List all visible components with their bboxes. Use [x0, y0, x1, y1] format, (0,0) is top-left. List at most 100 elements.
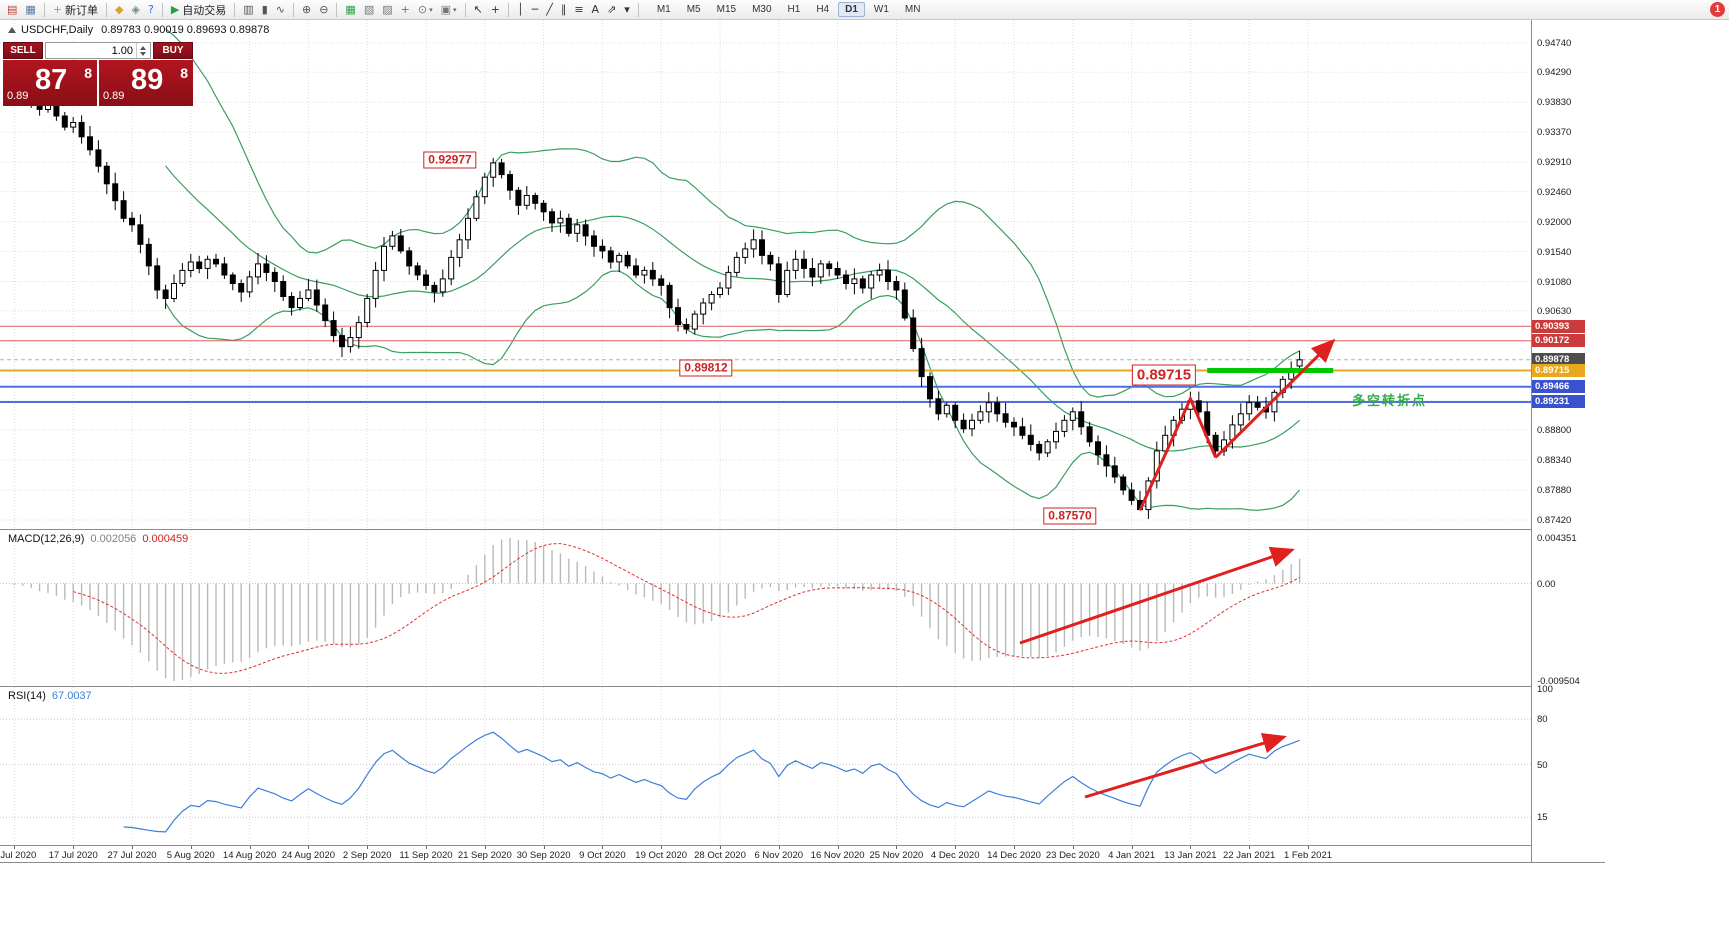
- volume-field[interactable]: 1.00: [45, 42, 151, 59]
- volume-down-icon[interactable]: [140, 51, 146, 56]
- price-tick-label: 0.90630: [1537, 305, 1572, 317]
- trend-note-text[interactable]: 多空转折点: [1352, 393, 1428, 408]
- new-chart-button[interactable]: ▤: [4, 1, 20, 18]
- crosshair-icon: +: [490, 3, 500, 16]
- tile-windows-button[interactable]: ▦: [342, 1, 358, 18]
- help-icon: ?: [147, 3, 154, 16]
- horizontal-line-tool-button[interactable]: ─: [529, 1, 542, 18]
- trendline-tool-button[interactable]: ╱: [543, 1, 556, 18]
- time-tick-mark: [543, 846, 545, 849]
- autotrading-icon: ▶: [170, 3, 180, 16]
- indicators-list-button[interactable]: +: [398, 1, 413, 18]
- cascade-windows-button[interactable]: ▧: [361, 1, 377, 18]
- panel-separator[interactable]: [0, 529, 1605, 530]
- panel-separator[interactable]: [0, 686, 1605, 687]
- equidistant-channel-tool-button[interactable]: ∥: [558, 1, 570, 18]
- macd-trend-arrow[interactable]: [1019, 546, 1295, 645]
- autotrading-button[interactable]: ▶ 自动交易: [168, 1, 229, 18]
- timeframe-m1-button[interactable]: M1: [656, 4, 671, 15]
- notification-badge[interactable]: 1: [1710, 2, 1725, 17]
- price-tick-label: 0.87420: [1537, 515, 1572, 526]
- toolbar-separator: [292, 2, 294, 17]
- market-watch-icon: ◆: [115, 3, 124, 16]
- market-watch-button[interactable]: ◆: [112, 1, 126, 18]
- time-tick-label: 14 Aug 2020: [222, 850, 277, 861]
- price-label-box[interactable]: 0.89715: [1131, 364, 1197, 386]
- price-tag: 0.89878: [1532, 353, 1585, 367]
- trend-arrow[interactable]: [1138, 395, 1217, 511]
- price-tick-label: 0.00: [1537, 578, 1556, 590]
- candlestick-mode-button[interactable]: ▮: [259, 1, 271, 18]
- volume-stepper[interactable]: [136, 43, 149, 58]
- trend-arrow[interactable]: [1214, 338, 1336, 459]
- time-tick-label: 6 Nov 2020: [754, 850, 804, 861]
- zoom-out-button[interactable]: ⊖: [316, 1, 331, 18]
- timeframe-h1-button[interactable]: H1: [787, 4, 801, 15]
- time-tick-mark: [308, 846, 310, 849]
- auto-arrange-button[interactable]: ▨: [379, 1, 395, 18]
- templates-button[interactable]: ▣ ▾: [438, 1, 460, 18]
- timeframe-w1-button[interactable]: W1: [873, 4, 889, 15]
- time-tick-label: 24 Aug 2020: [281, 850, 336, 861]
- equidistant-channel-tool-icon: ∥: [560, 3, 567, 16]
- help-button[interactable]: ?: [145, 1, 157, 18]
- volume-value[interactable]: 1.00: [111, 44, 133, 57]
- time-axis[interactable]: 7 Jul 2020 17 Jul 2020 27 Jul 2020 5 Aug 20…: [0, 846, 1531, 862]
- price-tick-label: 0.92460: [1537, 186, 1572, 198]
- chart-ohlc-values: 0.89783 0.90019 0.89693 0.89878: [101, 24, 270, 36]
- main-chart[interactable]: [0, 20, 1531, 529]
- timeframe-d1-button[interactable]: D1: [838, 2, 865, 17]
- macd-signal-line: [73, 543, 1300, 674]
- more-drawing-tools-button[interactable]: ▾: [621, 1, 633, 18]
- vertical-line-tool-icon: │: [516, 3, 524, 16]
- tile-windows-icon: ▦: [345, 3, 356, 16]
- arrows-tool-button[interactable]: ⇗: [604, 1, 619, 18]
- macd-indicator-label: MACD(12,26,9) 0.002056 0.000459: [8, 533, 188, 545]
- price-label-box[interactable]: 0.89812: [679, 359, 733, 377]
- timeframe-m15-button[interactable]: M15: [716, 4, 737, 15]
- sell-price-sup: 8: [84, 65, 92, 81]
- zoom-in-button[interactable]: ⊕: [299, 1, 314, 18]
- new-order-button[interactable]: + 新订单: [50, 1, 101, 18]
- timeframe-m5-button[interactable]: M5: [686, 4, 701, 15]
- price-tag: 0.90172: [1532, 334, 1585, 348]
- macd-main-value: 0.002056: [90, 533, 137, 545]
- toolbar-separator: [637, 2, 639, 17]
- price-label-box[interactable]: 0.92977: [423, 151, 477, 169]
- strategy-tester-button[interactable]: ◈: [129, 1, 143, 18]
- price-axis[interactable]: 0.94740 0.94290 0.93830 0.93370 0.92910 0.924…: [1532, 20, 1607, 862]
- window-layout-button[interactable]: ▦: [22, 1, 38, 18]
- buy-price-button[interactable]: 0.89 89 8: [99, 60, 193, 106]
- macd-panel[interactable]: [0, 530, 1531, 685]
- bollinger-band: [165, 270, 1301, 511]
- timeframe-h4-button[interactable]: H4: [816, 4, 830, 15]
- periods-button[interactable]: ⊙ ▾: [415, 1, 436, 18]
- text-tool-button[interactable]: A: [589, 1, 603, 18]
- bar-chart-mode-button[interactable]: ▥: [240, 1, 256, 18]
- sell-price-prefix: 0.89: [7, 90, 29, 102]
- sell-button[interactable]: SELL: [3, 42, 43, 59]
- buy-button[interactable]: BUY: [153, 42, 193, 59]
- timeframe-group: M1 M5 M15 M30 H1 H4 D1 W1 MN: [649, 2, 929, 17]
- time-tick-label: 7 Jul 2020: [0, 850, 37, 861]
- rsi-trend-arrow[interactable]: [1084, 733, 1287, 799]
- new-chart-icon: ▤: [7, 3, 18, 16]
- time-tick-mark: [1308, 846, 1309, 849]
- fibonacci-tool-button[interactable]: ≡: [571, 1, 586, 18]
- rsi-panel[interactable]: [0, 687, 1531, 845]
- timeframe-mn-button[interactable]: MN: [904, 4, 921, 15]
- vertical-line-tool-button[interactable]: │: [514, 1, 527, 18]
- cursor-button[interactable]: ↖: [471, 1, 486, 18]
- price-label-box[interactable]: 0.87570: [1043, 507, 1097, 525]
- bar-chart-mode-icon: ▥: [243, 3, 254, 16]
- line-chart-mode-button[interactable]: ∿: [273, 1, 288, 18]
- time-tick-mark: [132, 846, 133, 849]
- timeframe-m30-button[interactable]: M30: [752, 4, 772, 15]
- auto-arrange-icon: ▨: [382, 3, 393, 16]
- volume-up-icon[interactable]: [140, 45, 146, 50]
- crosshair-button[interactable]: +: [488, 1, 503, 18]
- sell-price-button[interactable]: 0.89 87 8: [3, 60, 97, 106]
- zoom-out-icon: ⊖: [319, 3, 329, 16]
- price-tick-label: 50: [1537, 759, 1548, 771]
- time-tick-label: 25 Nov 2020: [869, 850, 924, 861]
